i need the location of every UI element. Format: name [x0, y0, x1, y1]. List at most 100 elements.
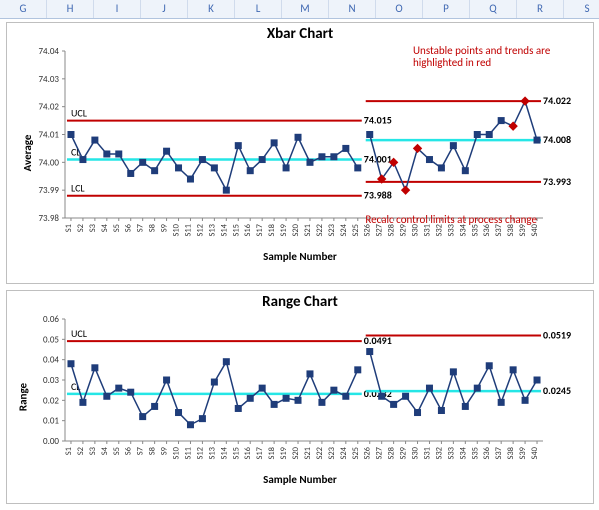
- svg-text:S23: S23: [327, 447, 337, 460]
- svg-text:S1: S1: [64, 224, 74, 232]
- svg-text:S34: S34: [458, 446, 468, 459]
- svg-text:S16: S16: [243, 223, 253, 236]
- svg-text:S17: S17: [255, 223, 265, 236]
- svg-text:74.022: 74.022: [543, 94, 571, 107]
- svg-text:S2: S2: [76, 224, 86, 232]
- svg-text:S40: S40: [530, 446, 540, 459]
- svg-text:S30: S30: [411, 446, 421, 459]
- unstable-note: Unstable points and trends are highlight…: [413, 45, 583, 69]
- col-header: K: [188, 0, 235, 18]
- svg-text:0.06: 0.06: [43, 314, 59, 325]
- col-header: H: [47, 0, 94, 18]
- svg-text:73.988: 73.988: [364, 189, 392, 202]
- svg-text:S24: S24: [339, 446, 349, 459]
- svg-text:S35: S35: [470, 447, 480, 460]
- range-ylabel: Range: [17, 383, 30, 411]
- col-header: S: [564, 0, 599, 18]
- svg-text:74.00: 74.00: [38, 157, 59, 168]
- svg-text:S9: S9: [160, 223, 170, 232]
- svg-text:S18: S18: [267, 447, 277, 460]
- svg-text:S32: S32: [434, 447, 444, 460]
- svg-text:0.0519: 0.0519: [543, 328, 571, 341]
- svg-text:S9: S9: [160, 446, 170, 455]
- svg-text:S10: S10: [172, 223, 182, 236]
- svg-text:S11: S11: [183, 447, 193, 460]
- svg-text:S5: S5: [112, 224, 122, 232]
- svg-text:S6: S6: [124, 223, 134, 232]
- svg-text:74.015: 74.015: [364, 114, 392, 127]
- svg-text:73.99: 73.99: [38, 185, 59, 196]
- svg-text:S8: S8: [148, 224, 158, 232]
- svg-text:S17: S17: [255, 446, 265, 459]
- svg-text:S15: S15: [231, 224, 241, 237]
- col-header: M: [282, 0, 329, 18]
- svg-text:S21: S21: [303, 447, 313, 460]
- svg-text:S22: S22: [315, 224, 325, 237]
- svg-text:0.05: 0.05: [43, 334, 59, 345]
- svg-text:S15: S15: [231, 447, 241, 460]
- svg-text:S19: S19: [279, 446, 289, 459]
- svg-text:UCL: UCL: [71, 327, 88, 340]
- col-header: P: [423, 0, 470, 18]
- svg-text:S39: S39: [518, 446, 528, 459]
- col-header: O: [376, 0, 423, 18]
- svg-text:S11: S11: [183, 224, 193, 237]
- svg-text:S21: S21: [303, 224, 313, 237]
- svg-text:S25: S25: [351, 224, 361, 237]
- col-header: G: [0, 0, 47, 18]
- svg-text:LCL: LCL: [71, 182, 85, 195]
- col-header: L: [235, 0, 282, 18]
- svg-text:S18: S18: [267, 224, 277, 237]
- svg-text:S4: S4: [100, 446, 110, 455]
- range-title: Range Chart: [7, 293, 593, 311]
- svg-text:S14: S14: [219, 223, 229, 236]
- svg-text:74.03: 74.03: [38, 74, 59, 85]
- col-header: N: [329, 0, 376, 18]
- xbar-ylabel: Average: [21, 135, 34, 172]
- svg-text:S13: S13: [207, 224, 217, 237]
- svg-text:S37: S37: [494, 446, 504, 459]
- svg-text:S7: S7: [136, 223, 146, 232]
- svg-text:S33: S33: [446, 447, 456, 460]
- col-header: Q: [470, 0, 517, 18]
- column-header-row: GHIJKLMNOPQRS: [0, 0, 599, 19]
- svg-text:S25: S25: [351, 447, 361, 460]
- col-header: J: [141, 0, 188, 18]
- xbar-xlabel: Sample Number: [7, 250, 593, 263]
- svg-text:74.008: 74.008: [543, 133, 571, 146]
- spreadsheet-viewport: GHIJKLMNOPQRS { "columns":["G","H","I","…: [0, 0, 599, 510]
- svg-text:0.00: 0.00: [43, 436, 59, 447]
- svg-text:0.0245: 0.0245: [543, 384, 571, 397]
- svg-text:S36: S36: [482, 446, 492, 459]
- svg-text:S29: S29: [399, 446, 409, 459]
- svg-text:S4: S4: [100, 223, 110, 232]
- col-header: R: [517, 0, 564, 18]
- svg-text:S6: S6: [124, 446, 134, 455]
- svg-text:0.04: 0.04: [43, 355, 59, 366]
- svg-text:S28: S28: [387, 447, 397, 460]
- svg-text:S12: S12: [195, 447, 205, 460]
- svg-text:S7: S7: [136, 446, 146, 455]
- svg-text:S19: S19: [279, 223, 289, 236]
- svg-text:S20: S20: [291, 223, 301, 236]
- svg-text:S10: S10: [172, 446, 182, 459]
- svg-text:74.02: 74.02: [38, 102, 59, 113]
- range-chart: Range Chart Range 0.000.010.020.030.040.…: [6, 290, 594, 504]
- svg-text:S16: S16: [243, 446, 253, 459]
- svg-text:S3: S3: [88, 224, 98, 232]
- svg-text:S2: S2: [76, 447, 86, 455]
- svg-text:0.03: 0.03: [43, 375, 59, 386]
- svg-text:S8: S8: [148, 447, 158, 455]
- svg-text:S12: S12: [195, 224, 205, 237]
- svg-text:S26: S26: [363, 446, 373, 459]
- svg-text:S3: S3: [88, 447, 98, 455]
- svg-text:UCL: UCL: [71, 107, 88, 120]
- xbar-chart: Xbar Chart Unstable points and trends ar…: [6, 22, 594, 284]
- svg-text:S23: S23: [327, 224, 337, 237]
- col-header: I: [94, 0, 141, 18]
- svg-text:S13: S13: [207, 447, 217, 460]
- svg-text:S20: S20: [291, 446, 301, 459]
- svg-text:S22: S22: [315, 447, 325, 460]
- svg-text:S31: S31: [422, 447, 432, 460]
- svg-text:S38: S38: [506, 447, 516, 460]
